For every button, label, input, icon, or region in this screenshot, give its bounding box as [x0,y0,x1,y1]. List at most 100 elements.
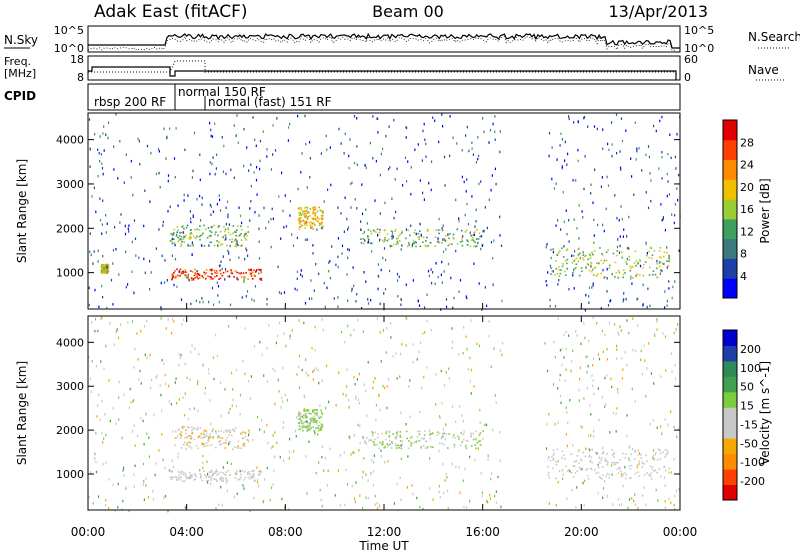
echo-point [303,210,306,212]
echo-point [233,430,236,433]
echo-point [634,493,636,496]
echo-point [409,437,412,439]
echo-point [588,448,590,450]
echo-point [625,129,627,132]
echo-point [235,368,238,372]
echo-point [101,162,103,165]
echo-point [131,240,133,244]
echo-point [204,228,207,231]
echo-point [598,461,601,464]
echo-point [301,415,303,418]
echo-point [100,317,102,321]
echo-point [235,404,238,408]
echo-point [430,268,432,271]
echo-point [615,462,618,464]
echo-point [143,479,145,483]
echo-point [353,451,355,455]
colorbar-swatch [723,422,737,439]
echo-point [180,245,182,247]
echo-point [341,244,344,248]
x-tick-label: 04:00 [169,525,204,539]
echo-point [236,243,238,246]
echo-point [209,161,211,164]
echo-point [465,134,467,137]
echo-point [155,247,157,250]
echo-point [325,364,328,368]
echo-point [356,117,358,120]
echo-point [112,262,114,265]
echo-point [305,221,308,223]
echo-point [256,466,258,469]
echo-point [288,450,291,454]
echo-point [562,191,564,194]
echo-point [628,331,630,335]
echo-point [191,475,193,478]
echo-point [204,445,207,447]
echo-point [311,297,313,300]
echo-point [635,349,637,353]
echo-point [108,506,110,510]
echo-point [552,459,555,461]
echo-point [239,245,242,247]
echo-point [557,219,559,222]
echo-point [240,244,243,247]
echo-point [663,466,665,469]
echo-point [103,270,106,273]
echo-point [309,429,311,431]
echo-point [169,127,171,130]
echo-point [240,239,243,241]
nave-right-tick-top: 60 [684,53,698,66]
echo-point [92,502,94,505]
echo-point [337,206,339,209]
echo-point [559,373,561,377]
echo-point [394,230,396,233]
echo-point [626,319,628,322]
echo-point [560,269,562,271]
echo-point [431,160,433,163]
echo-point [188,426,190,429]
echo-point [182,473,185,476]
echo-point [621,139,624,143]
echo-point [414,148,416,151]
echo-point [575,179,577,182]
echo-point [570,370,572,374]
echo-point [410,224,412,227]
echo-point [148,455,150,458]
echo-point [164,373,166,377]
echo-point [641,373,644,376]
echo-point [258,484,260,488]
echo-point [383,447,385,449]
echo-point [244,372,246,376]
echo-point [606,472,609,475]
echo-point [362,435,364,438]
echo-point [176,226,179,228]
echo-point [556,272,559,275]
echo-point [490,477,492,481]
echo-point [605,403,607,406]
echo-point [465,190,467,193]
echo-point [664,484,666,487]
echo-point [247,268,250,271]
echo-point [172,232,174,235]
echo-point [620,329,622,332]
echo-point [347,228,349,231]
echo-point [313,420,315,423]
echo-point [258,214,260,217]
echo-point [337,237,340,240]
echo-point [581,210,583,213]
echo-point [635,274,637,278]
echo-point [586,263,589,265]
echo-point [104,267,107,270]
echo-point [216,474,218,476]
echo-point [183,235,185,239]
echo-point [367,235,369,238]
echo-point [191,233,193,235]
echo-point [575,266,577,269]
echo-point [463,505,465,509]
echo-point [180,236,183,238]
echo-point [317,429,320,432]
echo-point [437,240,439,243]
echo-point [289,437,291,441]
echo-point [325,406,327,410]
echo-point [604,405,606,408]
